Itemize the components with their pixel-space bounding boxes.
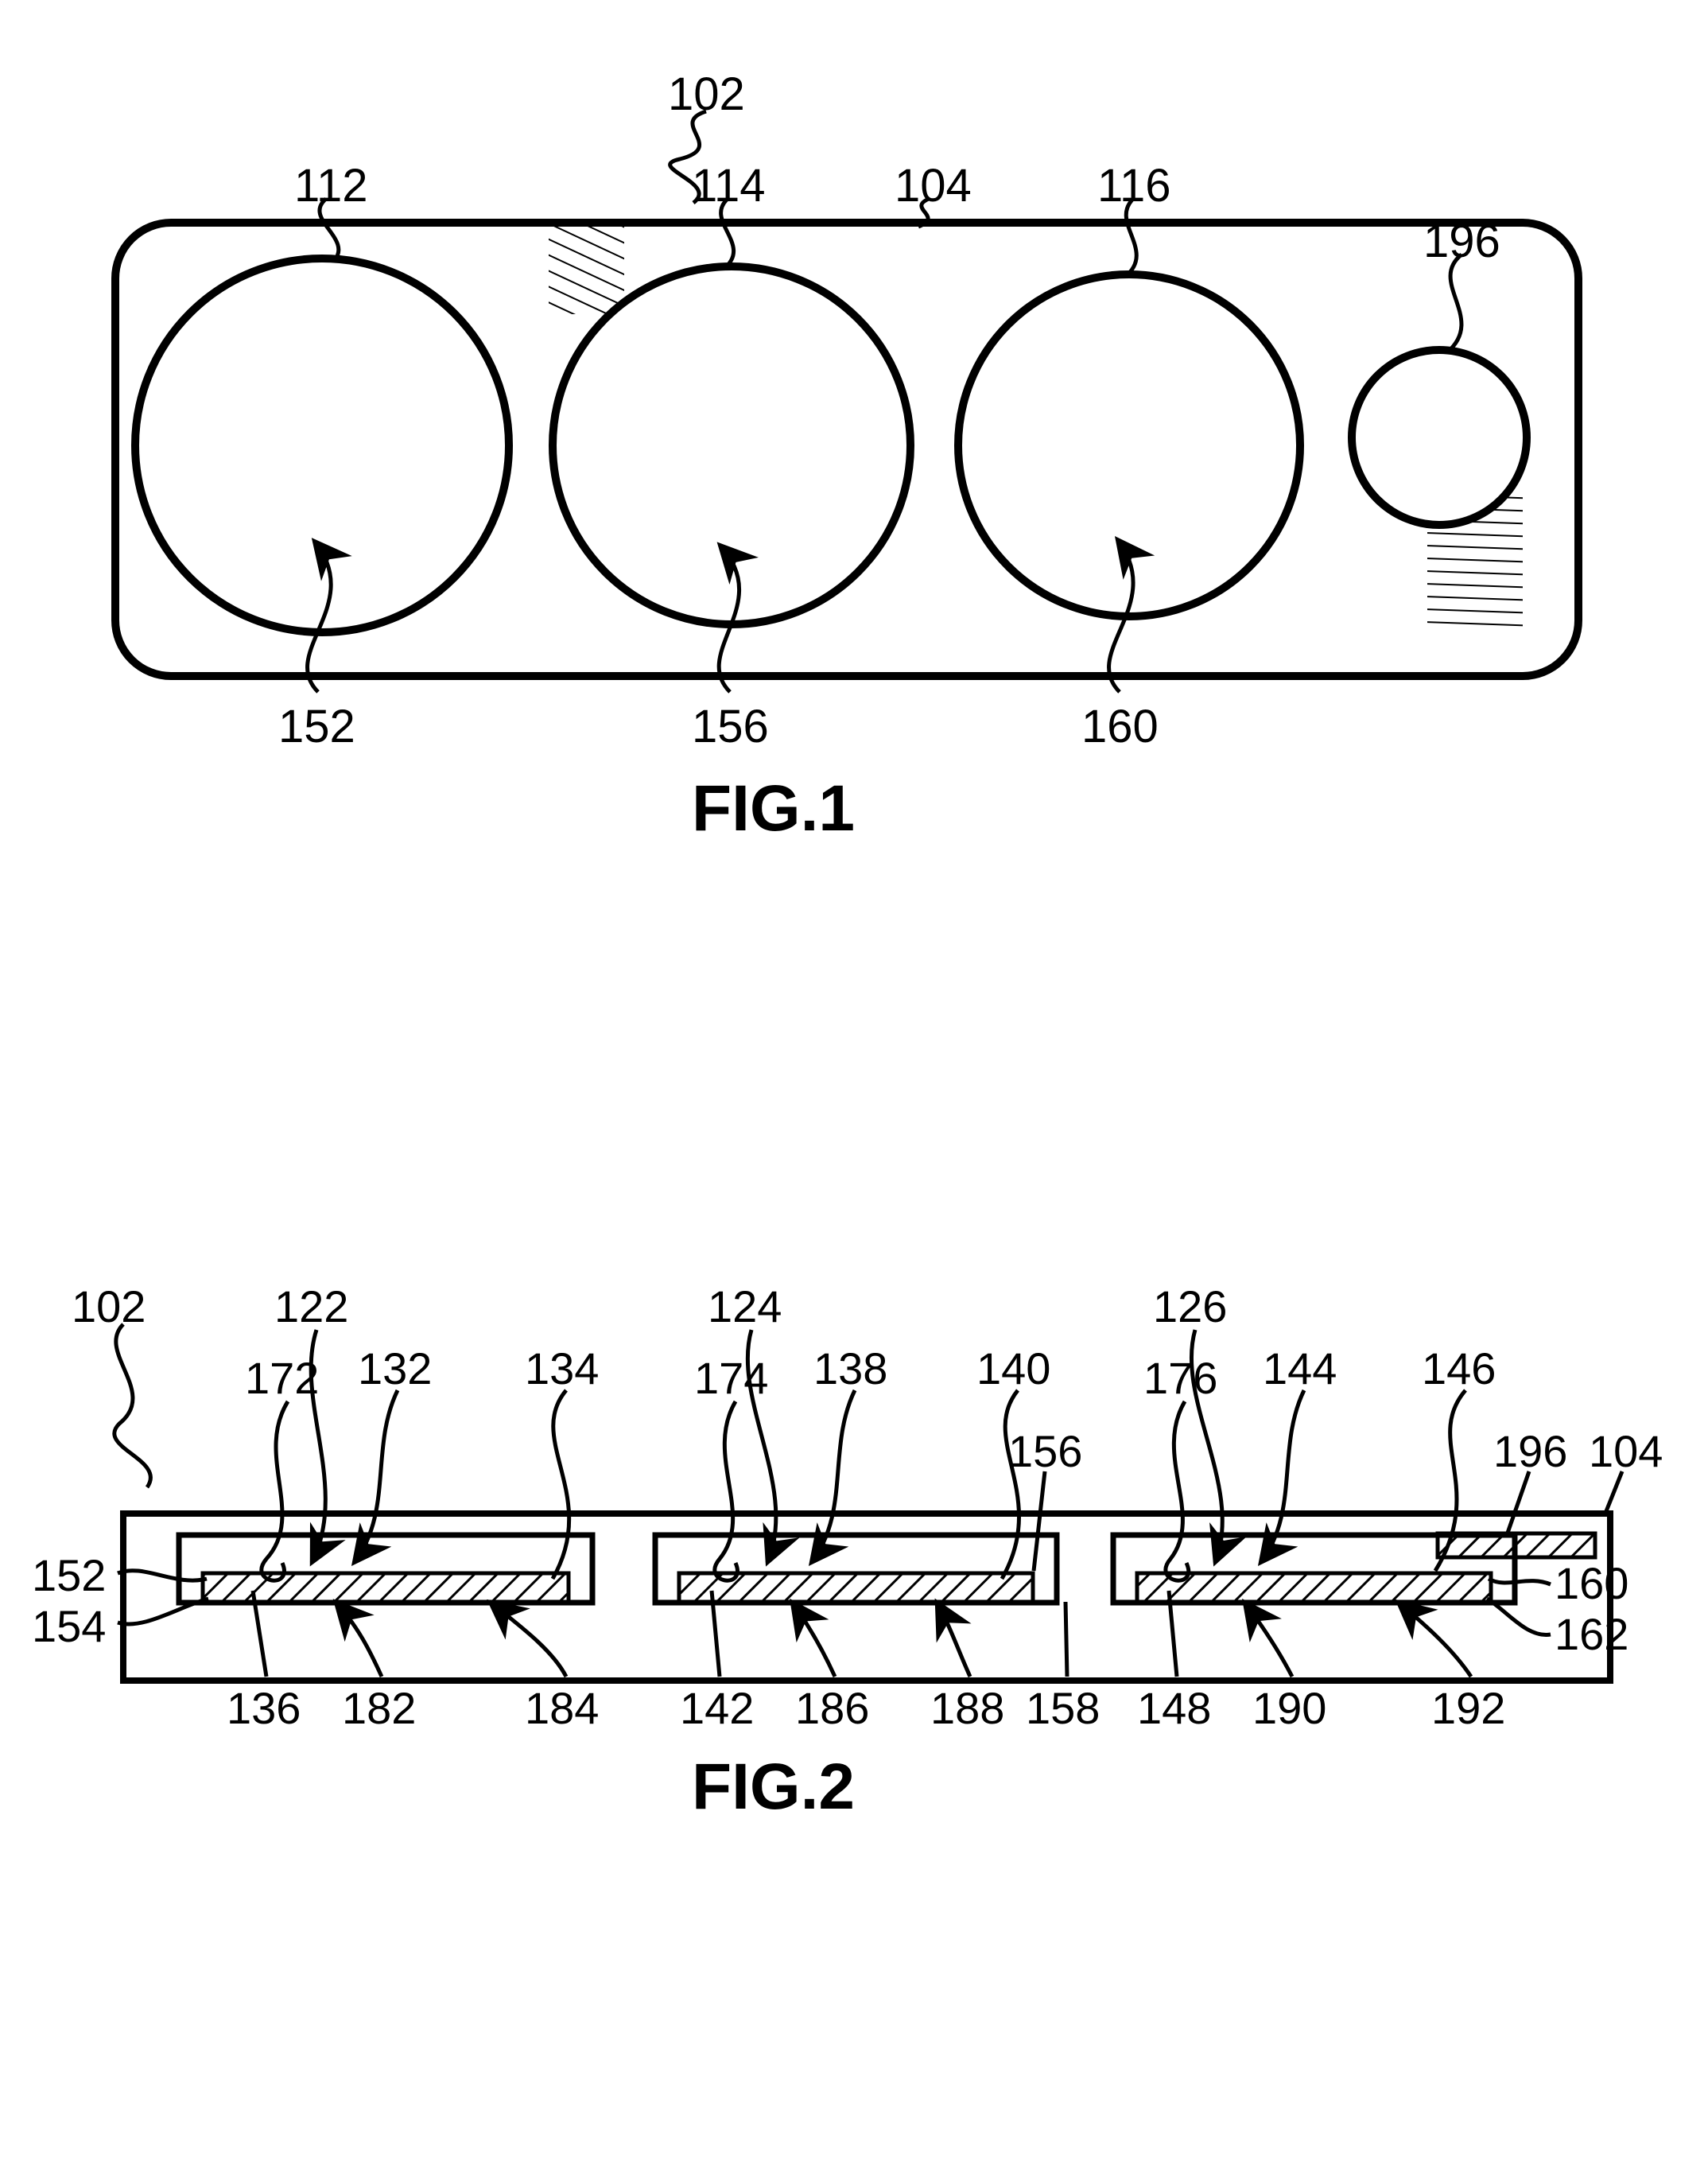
leader2-184 xyxy=(490,1602,566,1677)
label2-190: 190 xyxy=(1252,1682,1326,1734)
leader2-176 xyxy=(1166,1401,1189,1580)
leader2-174 xyxy=(715,1401,738,1580)
label2-184: 184 xyxy=(525,1682,599,1734)
leader2-172 xyxy=(262,1401,288,1580)
label2-158: 158 xyxy=(1026,1682,1100,1734)
label2-196: 196 xyxy=(1493,1425,1567,1477)
leader2-156 xyxy=(1034,1471,1045,1571)
label2-138: 138 xyxy=(813,1343,887,1394)
leader2-160 xyxy=(1489,1579,1551,1584)
label2-154: 154 xyxy=(32,1600,106,1652)
fig2-membrane-3 xyxy=(1137,1573,1491,1603)
label2-124: 124 xyxy=(708,1281,782,1332)
label2-144: 144 xyxy=(1263,1343,1337,1394)
leader2-104 xyxy=(1605,1471,1622,1515)
label2-172: 172 xyxy=(245,1352,319,1404)
leader2-152 xyxy=(118,1571,207,1580)
label2-174: 174 xyxy=(694,1352,768,1404)
leader2-192 xyxy=(1398,1602,1471,1677)
label2-162: 162 xyxy=(1555,1608,1628,1660)
leader2-158 xyxy=(1066,1602,1067,1677)
label2-192: 192 xyxy=(1431,1682,1505,1734)
label2-160: 160 xyxy=(1555,1557,1628,1609)
label2-152: 152 xyxy=(32,1549,106,1601)
label2-146: 146 xyxy=(1422,1343,1496,1394)
leader2-134 xyxy=(553,1390,569,1579)
label2-134: 134 xyxy=(525,1343,599,1394)
fig2-membrane-1 xyxy=(203,1573,569,1603)
label2-188: 188 xyxy=(930,1682,1004,1734)
label2-122: 122 xyxy=(274,1281,348,1332)
leader2-140 xyxy=(1002,1390,1019,1579)
label2-156: 156 xyxy=(1008,1425,1082,1477)
leader2-188 xyxy=(937,1602,970,1677)
label2-126: 126 xyxy=(1153,1281,1227,1332)
label2-104: 104 xyxy=(1589,1425,1663,1477)
label2-142: 142 xyxy=(680,1682,754,1734)
leader2-182 xyxy=(336,1602,382,1677)
leader2-186 xyxy=(792,1602,835,1677)
label2-148: 148 xyxy=(1137,1682,1211,1734)
label2-186: 186 xyxy=(795,1682,869,1734)
leader2-190 xyxy=(1244,1602,1292,1677)
leader2-196 xyxy=(1507,1471,1529,1535)
leader2-154 xyxy=(118,1599,208,1624)
leader2-162 xyxy=(1487,1599,1551,1634)
label2-132: 132 xyxy=(358,1343,432,1394)
label2-182: 182 xyxy=(342,1682,416,1734)
label2-102: 102 xyxy=(72,1281,146,1332)
fig2-insert-196 xyxy=(1438,1533,1595,1557)
leader2-102 xyxy=(115,1324,151,1487)
label2-136: 136 xyxy=(227,1682,301,1734)
label2-140: 140 xyxy=(976,1343,1050,1394)
figure-2 xyxy=(0,0,1708,2157)
label2-176: 176 xyxy=(1143,1352,1217,1404)
fig2-svg xyxy=(0,0,1708,2157)
fig2-title: FIG.2 xyxy=(692,1750,855,1825)
